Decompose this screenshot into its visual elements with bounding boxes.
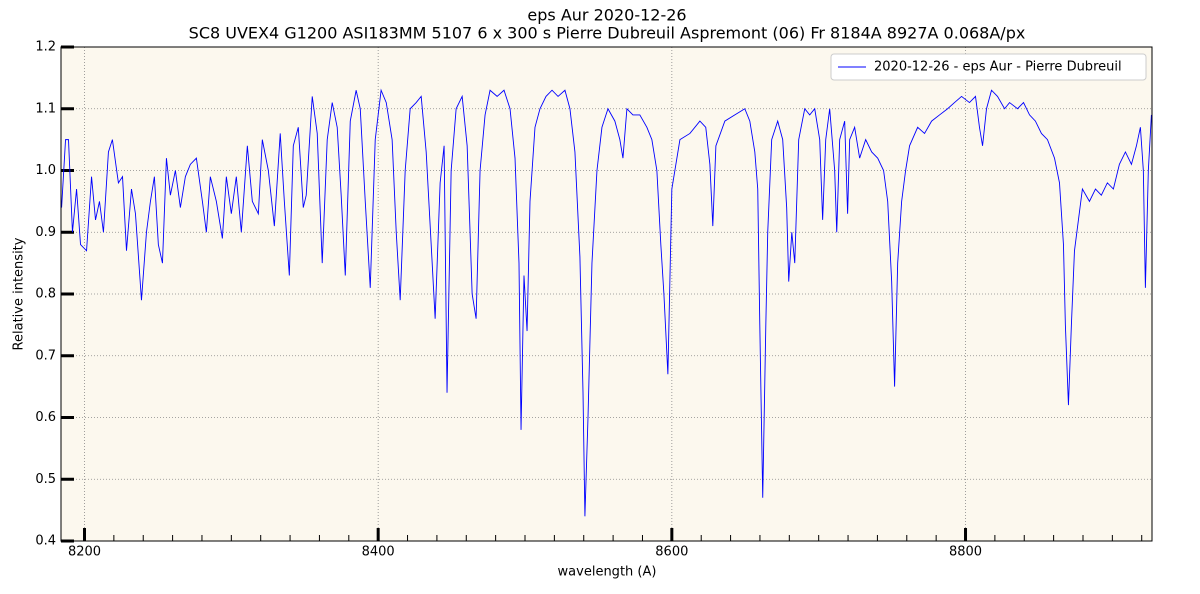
spectrum-line: [61, 88, 1152, 517]
y-tick-label: 1.2: [35, 40, 56, 55]
y-tick-label: 1.1: [35, 101, 56, 116]
y-tick-label: 1.0: [35, 163, 56, 178]
y-tick-label: 0.5: [35, 472, 56, 487]
x-tick-label: 8400: [362, 545, 395, 560]
x-tick-label: 8200: [68, 545, 101, 560]
x-tick-label: 8800: [949, 545, 982, 560]
y-tick-label: 0.8: [35, 287, 56, 302]
y-tick-label: 0.9: [35, 225, 56, 240]
x-tick-label: 8600: [655, 545, 688, 560]
y-tick-label: 0.4: [35, 534, 56, 549]
y-tick-label: 0.7: [35, 348, 56, 363]
plot-frame: [60, 46, 1153, 542]
x-axis-label: wavelength (A): [558, 565, 657, 580]
legend-box: [830, 53, 1147, 81]
y-tick-label: 0.6: [35, 410, 56, 425]
legend-label: 2020-12-26 - eps Aur - Pierre Dubreuil: [874, 60, 1122, 75]
chart-subtitle: SC8 UVEX4 G1200 ASI183MM 5107 6 x 300 s …: [189, 24, 1026, 43]
chart-title: eps Aur 2020-12-26: [527, 6, 686, 25]
y-axis-label: Relative intensity: [12, 237, 27, 350]
